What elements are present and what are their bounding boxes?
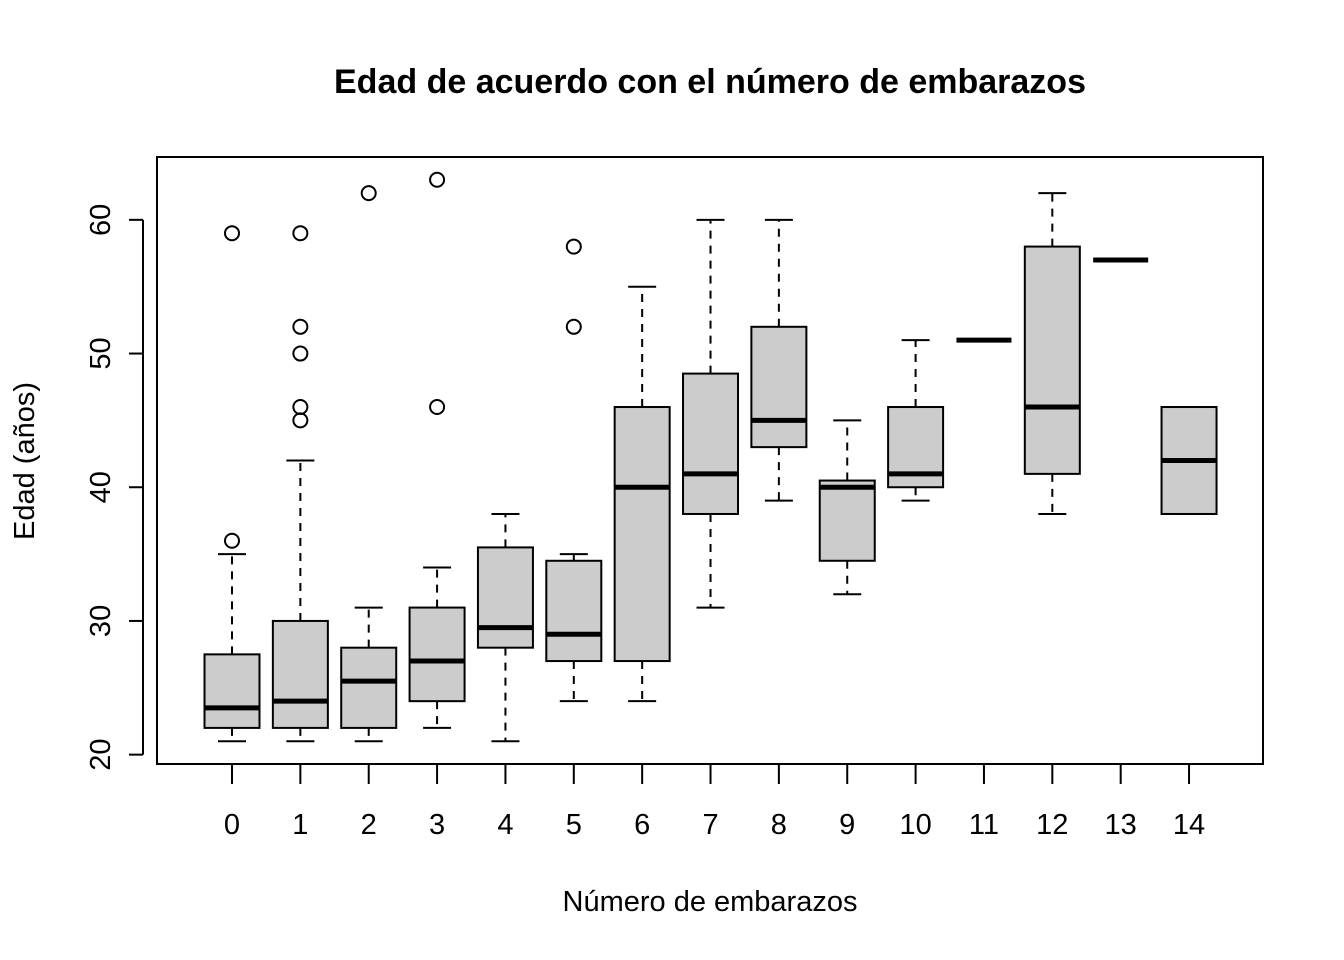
box-group-12 [1023, 192, 1081, 515]
x-tick-label-14: 14 [1173, 809, 1205, 841]
x-tick-label-12: 12 [1036, 809, 1068, 841]
x-tick-label-11: 11 [969, 809, 999, 841]
box-iqr [271, 619, 329, 729]
box-group-10 [887, 339, 945, 502]
box-iqr [682, 372, 740, 515]
box-iqr [545, 559, 603, 663]
outlier-point [565, 318, 582, 335]
box-iqr [818, 479, 876, 562]
box-iqr [1023, 245, 1081, 475]
y-tick-label-50: 50 [85, 337, 117, 369]
box-group-5 [545, 238, 603, 703]
chart-title: Edad de acuerdo con el número de embaraz… [334, 63, 1086, 101]
outlier-point [224, 532, 240, 549]
box-group-3 [408, 171, 466, 729]
box-iqr [203, 653, 261, 729]
x-tick-label-7: 7 [702, 809, 718, 841]
outlier-point [429, 399, 446, 416]
box-group-6 [613, 285, 671, 703]
y-axis: 20 30 40 50 60 [85, 204, 144, 771]
outlier-point [429, 171, 446, 188]
outlier-point [292, 225, 309, 242]
y-axis-label: Edad (años) [9, 382, 41, 540]
y-tick-label-60: 60 [85, 204, 117, 236]
x-tick-label-4: 4 [497, 809, 513, 841]
box-group-4 [476, 512, 534, 743]
x-tick-label-1: 1 [292, 809, 308, 841]
box-group-8 [750, 218, 808, 502]
outlier-point [292, 412, 309, 429]
x-tick-label-2: 2 [361, 809, 377, 841]
outlier-point [224, 225, 240, 242]
x-tick-label-6: 6 [634, 809, 650, 841]
x-tick-label-9: 9 [839, 809, 855, 841]
outlier-point [360, 185, 377, 202]
outlier-point [292, 345, 309, 362]
box-iqr [476, 546, 534, 649]
x-axis-label: Número de embarazos [563, 886, 858, 918]
x-axis: 0 1 2 3 4 5 6 7 8 9 10 11 12 13 14 [224, 763, 1205, 841]
box-iqr [750, 325, 808, 449]
x-tick-label-0: 0 [224, 809, 240, 841]
box-group-7 [682, 218, 740, 609]
x-tick-label-3: 3 [429, 809, 445, 841]
box-group-1 [271, 225, 329, 743]
x-tick-label-8: 8 [771, 809, 787, 841]
y-tick-label-20: 20 [85, 739, 117, 771]
box-group-9 [818, 419, 876, 596]
box-iqr [613, 406, 671, 663]
x-tick-label-10: 10 [899, 809, 931, 841]
outlier-point [292, 399, 309, 416]
box-iqr [340, 646, 398, 729]
box-group-0 [203, 225, 261, 743]
box-group-2 [340, 185, 398, 743]
x-tick-label-5: 5 [566, 809, 582, 841]
x-tick-label-13: 13 [1105, 809, 1137, 841]
outlier-point [565, 238, 582, 255]
y-tick-label-40: 40 [85, 471, 117, 503]
outlier-point [292, 318, 309, 335]
y-tick-label-30: 30 [85, 605, 117, 637]
box-group-14 [1160, 406, 1218, 515]
box-series [203, 171, 1218, 743]
box-iqr [408, 606, 466, 703]
